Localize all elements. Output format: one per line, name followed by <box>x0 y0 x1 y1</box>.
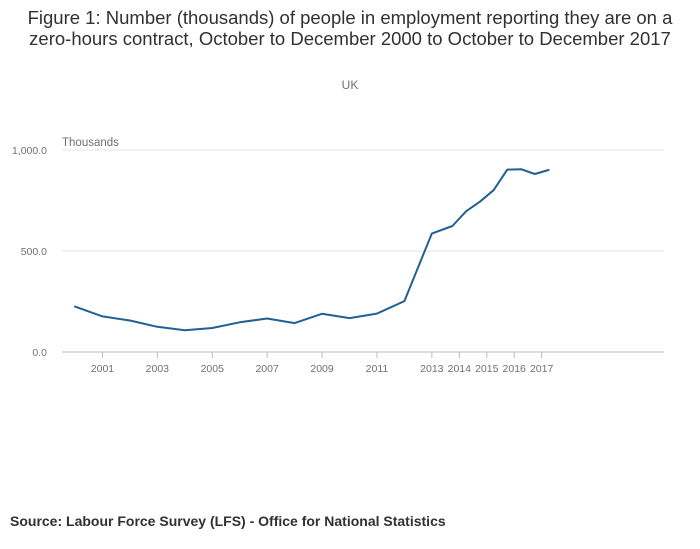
data-point <box>266 317 268 319</box>
source-text: Labour Force Survey (LFS) - Office for N… <box>66 513 446 529</box>
data-point <box>294 322 296 324</box>
y-tick-label: 0.0 <box>32 347 47 359</box>
grid-lines <box>62 149 664 353</box>
x-tick-label: 2011 <box>366 363 389 375</box>
series-layer <box>74 168 550 332</box>
data-point <box>403 300 405 302</box>
data-point <box>431 233 433 235</box>
data-point <box>493 189 495 191</box>
data-point <box>376 313 378 315</box>
x-tick-label: 2013 <box>420 363 444 375</box>
series-line <box>74 168 550 332</box>
data-point <box>239 321 241 323</box>
data-point <box>129 319 131 321</box>
chart-subtitle: UK <box>341 78 359 92</box>
data-point <box>184 329 186 331</box>
data-point <box>465 210 467 212</box>
x-tick-label: 2007 <box>255 363 279 375</box>
x-tick-label: 2017 <box>530 363 554 375</box>
y-tick-label: 1,000.0 <box>12 145 47 157</box>
data-point <box>74 306 76 308</box>
data-point <box>321 313 323 315</box>
data-point <box>349 317 351 319</box>
x-tick-label: 2014 <box>448 363 472 375</box>
data-point <box>101 315 103 317</box>
y-axis-label: Thousands <box>62 137 119 149</box>
data-point <box>211 327 213 329</box>
source-label: Source: <box>10 513 63 529</box>
x-tick-label: 2009 <box>310 363 334 375</box>
x-tick-label: 2005 <box>201 363 225 375</box>
y-tick-label: 500.0 <box>21 246 47 258</box>
data-point <box>506 169 508 171</box>
source-note: Source: Labour Force Survey (LFS) - Offi… <box>10 513 446 529</box>
data-point <box>479 201 481 203</box>
data-point <box>534 173 536 175</box>
x-tick-label: 2003 <box>146 363 170 375</box>
data-point <box>520 168 522 170</box>
x-tick-label: 2015 <box>475 363 499 375</box>
data-point <box>156 326 158 328</box>
chart-title: Figure 1: Number (thousands) of people i… <box>27 7 673 49</box>
x-tick-label: 2016 <box>503 363 527 375</box>
data-point <box>451 225 453 227</box>
x-tick-label: 2001 <box>91 363 115 375</box>
axes: 0.0 500.0 1,000.0 Thousands 2001 2003 2005 2007… <box>12 137 554 375</box>
data-point <box>548 169 550 171</box>
